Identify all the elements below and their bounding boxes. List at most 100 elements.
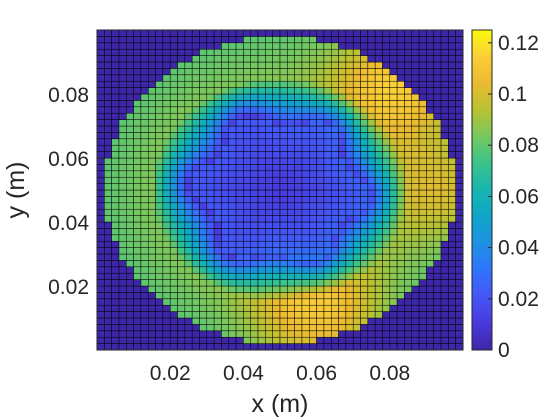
heatmap-cell <box>104 157 112 165</box>
heatmap-cell <box>426 215 434 223</box>
heatmap-cell <box>147 317 156 325</box>
heatmap-cell <box>309 132 317 140</box>
heatmap-cell <box>184 317 193 325</box>
heatmap-cell <box>221 29 230 37</box>
heatmap-cell <box>433 221 442 229</box>
heatmap-cell <box>389 93 398 101</box>
heatmap-cell <box>191 266 200 274</box>
heatmap-cell <box>309 215 317 223</box>
heatmap-cell <box>118 55 127 63</box>
heatmap-cell <box>330 240 339 248</box>
heatmap-cell <box>294 157 303 165</box>
heatmap-cell <box>448 304 456 312</box>
heatmap-cell <box>104 285 112 293</box>
heatmap-cell <box>433 36 442 44</box>
heatmap-cell <box>418 68 427 76</box>
heatmap-cell <box>309 304 317 312</box>
heatmap-cell <box>389 240 398 248</box>
heatmap-cell <box>184 292 193 300</box>
heatmap-cell <box>265 42 273 50</box>
heatmap-cell <box>352 87 361 95</box>
heatmap-cell <box>404 228 413 236</box>
heatmap-cell <box>294 336 303 344</box>
heatmap-cell <box>199 100 208 108</box>
heatmap-cell <box>404 247 413 255</box>
heatmap-cell <box>155 48 164 56</box>
heatmap-cell <box>162 170 171 178</box>
heatmap-cell <box>448 189 456 197</box>
heatmap-cell <box>279 106 288 114</box>
heatmap-cell <box>265 279 273 287</box>
heatmap-cell <box>206 55 215 63</box>
heatmap-cell <box>330 272 339 280</box>
heatmap-cell <box>294 170 303 178</box>
heatmap-cell <box>155 260 164 268</box>
heatmap-cell <box>294 311 303 319</box>
heatmap-cell <box>155 170 164 178</box>
heatmap-cell <box>345 324 354 332</box>
heatmap-cell <box>396 29 405 37</box>
heatmap-cell <box>147 336 156 344</box>
heatmap-cell <box>396 324 405 332</box>
heatmap-cell <box>448 336 456 344</box>
heatmap-cell <box>184 138 193 146</box>
heatmap-cell <box>155 68 164 76</box>
heatmap-cell <box>162 144 171 152</box>
heatmap-cell <box>345 221 354 229</box>
heatmap-cell <box>243 317 251 325</box>
heatmap-cell <box>228 247 237 255</box>
heatmap-cell <box>177 176 186 184</box>
heatmap-cell <box>169 93 178 101</box>
heatmap-cell <box>426 228 434 236</box>
heatmap-cell <box>352 311 361 319</box>
heatmap-cell <box>257 215 266 223</box>
heatmap-cell <box>418 317 427 325</box>
heatmap-cell <box>235 311 244 319</box>
heatmap-cell <box>147 247 156 255</box>
heatmap-cell <box>272 112 281 120</box>
heatmap-cell <box>221 119 230 127</box>
heatmap-cell <box>228 317 237 325</box>
heatmap-cell <box>352 132 361 140</box>
heatmap-cell <box>418 42 427 50</box>
heatmap-cell <box>228 42 237 50</box>
heatmap-cell <box>426 164 434 172</box>
heatmap-cell <box>104 170 112 178</box>
heatmap-cell <box>221 311 230 319</box>
heatmap-cell <box>323 343 332 351</box>
heatmap-cell <box>389 298 398 306</box>
heatmap-cell <box>301 61 310 69</box>
heatmap-cell <box>389 343 398 351</box>
heatmap-cell <box>155 266 164 274</box>
heatmap-cell <box>301 87 310 95</box>
heatmap-cell <box>155 202 164 210</box>
heatmap-cell <box>440 106 449 114</box>
heatmap-cell <box>448 317 456 325</box>
heatmap-cell <box>301 74 310 82</box>
heatmap-cell <box>191 228 200 236</box>
heatmap-cell <box>396 336 405 344</box>
heatmap-cell <box>323 36 332 44</box>
heatmap-cell <box>155 157 164 165</box>
heatmap-cell <box>243 208 251 216</box>
heatmap-cell <box>228 119 237 127</box>
heatmap-cell <box>323 202 332 210</box>
heatmap-cell <box>96 247 105 255</box>
heatmap-cell <box>169 317 178 325</box>
heatmap-cell <box>265 215 273 223</box>
heatmap-cell <box>426 196 434 204</box>
heatmap-cell <box>213 183 222 191</box>
heatmap-cell <box>360 42 369 50</box>
heatmap-cell <box>228 183 237 191</box>
heatmap-cell <box>338 298 347 306</box>
heatmap-cell <box>404 144 413 152</box>
heatmap-cell <box>228 208 237 216</box>
heatmap-cell <box>206 228 215 236</box>
heatmap-cell <box>316 74 325 82</box>
heatmap-cell <box>352 48 361 56</box>
heatmap-cell <box>316 196 325 204</box>
heatmap-cell <box>345 304 354 312</box>
heatmap-cell <box>250 144 259 152</box>
heatmap-cell <box>221 221 230 229</box>
heatmap-cell <box>323 151 332 159</box>
